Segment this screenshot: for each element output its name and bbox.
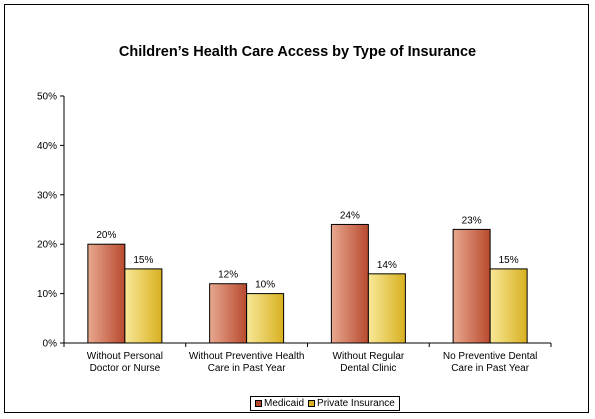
chart-title: Children’s Health Care Access by Type of… xyxy=(118,44,477,60)
category-label: Care in Past Year xyxy=(451,363,529,374)
legend-swatch-private xyxy=(308,400,316,407)
data-label: 20% xyxy=(96,230,116,241)
legend-label-private: Private Insurance xyxy=(317,398,395,409)
category-label: Without Personal xyxy=(87,351,163,362)
y-tick-label: 50% xyxy=(37,92,57,103)
bar-private-3 xyxy=(489,268,528,344)
data-label: 23% xyxy=(462,215,482,226)
y-tick-label: 10% xyxy=(37,289,57,300)
category-label: Care in Past Year xyxy=(208,363,286,374)
category-label: Without Preventive Health xyxy=(189,351,305,362)
legend-swatch-medicaid xyxy=(255,400,262,407)
data-label: 15% xyxy=(133,255,153,266)
y-tick-label: 30% xyxy=(37,190,57,201)
y-tick-label: 40% xyxy=(37,141,57,152)
data-label: 24% xyxy=(340,210,360,221)
chart-frame xyxy=(4,4,589,413)
data-label: 15% xyxy=(499,255,519,266)
category-label: Dental Clinic xyxy=(340,363,396,374)
legend-label-medicaid: Medicaid xyxy=(264,398,305,409)
chart-legend: Medicaid Private Insurance xyxy=(250,396,400,411)
y-tick-label: 0% xyxy=(43,339,58,350)
y-tick-label: 20% xyxy=(37,240,57,251)
data-label: 12% xyxy=(218,270,238,281)
bar-medicaid-1 xyxy=(209,283,248,344)
bar-medicaid-3 xyxy=(452,228,491,344)
bar-private-0 xyxy=(124,268,163,344)
bar-private-2 xyxy=(367,273,406,344)
category-label: No Preventive Dental xyxy=(443,351,538,362)
bar-private-1 xyxy=(246,293,285,344)
legend-item-private: Private Insurance xyxy=(308,398,395,409)
data-label: 14% xyxy=(377,260,397,271)
category-label: Doctor or Nurse xyxy=(90,363,161,374)
legend-item-medicaid: Medicaid xyxy=(255,398,304,409)
category-label: Without Regular xyxy=(333,351,405,362)
bar-medicaid-0 xyxy=(87,243,126,344)
bar-medicaid-2 xyxy=(330,223,369,344)
data-label: 10% xyxy=(255,280,275,291)
